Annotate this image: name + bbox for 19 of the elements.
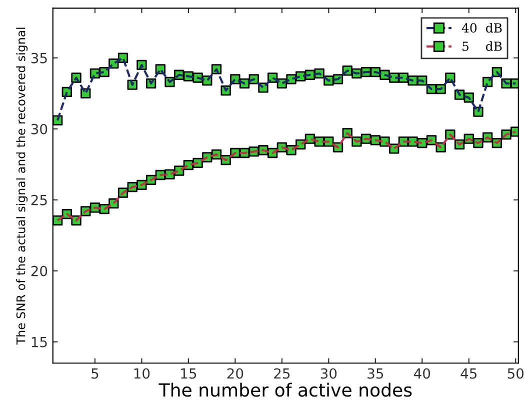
legend-label: 40 dB bbox=[462, 22, 502, 33]
x-tick-label: 5 bbox=[92, 368, 98, 379]
x-axis-title: The number of active nodes bbox=[158, 382, 412, 397]
x-tick-label: 50 bbox=[508, 368, 524, 379]
x-tick-label: 15 bbox=[181, 368, 196, 379]
legend-label: 5 dB bbox=[462, 41, 502, 51]
x-tick-label: 20 bbox=[227, 368, 244, 379]
x-tick-label: 45 bbox=[460, 368, 476, 379]
y-tick-label: 35 bbox=[31, 52, 47, 64]
x-tick-label: 35 bbox=[368, 368, 384, 379]
x-tick-label: 30 bbox=[320, 368, 337, 379]
y-tick-label: 20 bbox=[31, 266, 48, 276]
y-tick-label: 30 bbox=[31, 124, 48, 134]
y-tick-label: 25 bbox=[31, 194, 47, 206]
y-axis-title: The SNR of the actual signal and the recovered signal bbox=[16, 28, 28, 345]
x-tick-label: 25 bbox=[274, 368, 290, 379]
x-tick-label: 10 bbox=[134, 368, 150, 379]
y-tick-label: 15 bbox=[32, 336, 47, 348]
x-tick-label: 40 bbox=[414, 368, 430, 379]
